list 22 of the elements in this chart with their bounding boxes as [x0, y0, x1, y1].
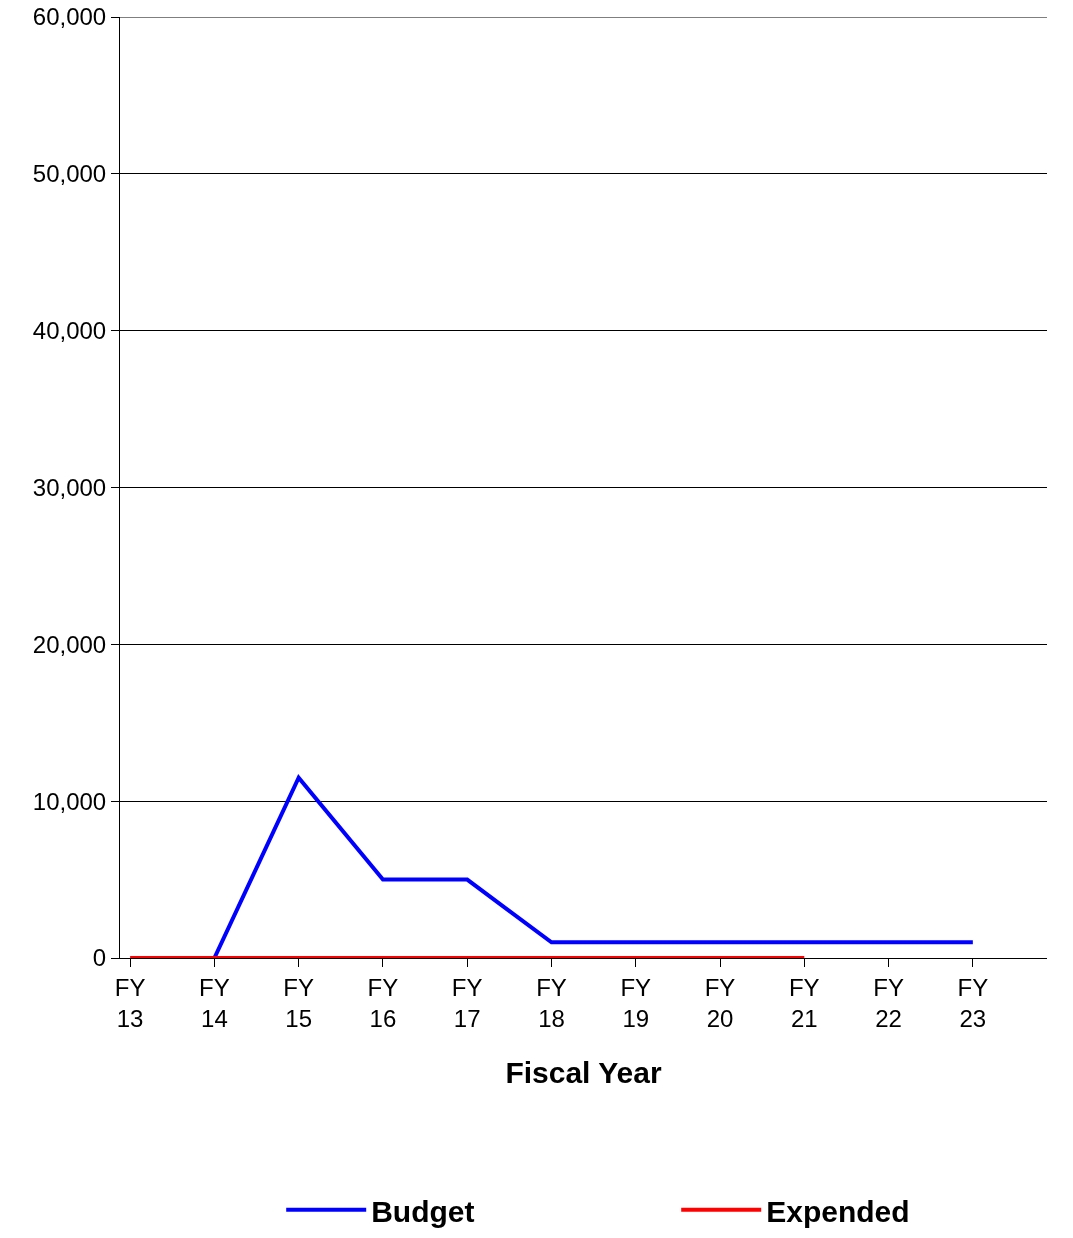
x-tick-label: FY 13	[114, 973, 146, 1032]
y-tick-label: 30,000	[32, 473, 107, 501]
y-tick-label: 20,000	[32, 630, 107, 658]
x-axis-title: Fiscal Year	[505, 1055, 662, 1089]
x-tick-label: FY 22	[873, 973, 904, 1032]
legend-label: Budget	[371, 1194, 475, 1228]
y-tick-label: 50,000	[32, 160, 107, 188]
x-tick-label: FY 15	[283, 973, 314, 1032]
y-tick-label: 60,000	[32, 3, 107, 31]
x-tick-label: FY 19	[620, 973, 652, 1032]
x-tick-label: FY 23	[957, 973, 989, 1032]
y-tick-label: 10,000	[32, 787, 107, 815]
x-tick-label: FY 14	[199, 973, 230, 1032]
x-tick-label: FY 16	[367, 973, 399, 1032]
x-tick-label: FY 18	[536, 973, 567, 1032]
legend-label: Expended	[766, 1194, 910, 1228]
x-tick-label: FY 21	[788, 973, 820, 1032]
y-tick-label: 0	[92, 944, 107, 972]
x-tick-label: FY 17	[451, 973, 483, 1032]
x-tick-label: FY 20	[704, 973, 736, 1032]
line-series	[212, 775, 975, 958]
y-tick-label: 40,000	[32, 317, 107, 345]
